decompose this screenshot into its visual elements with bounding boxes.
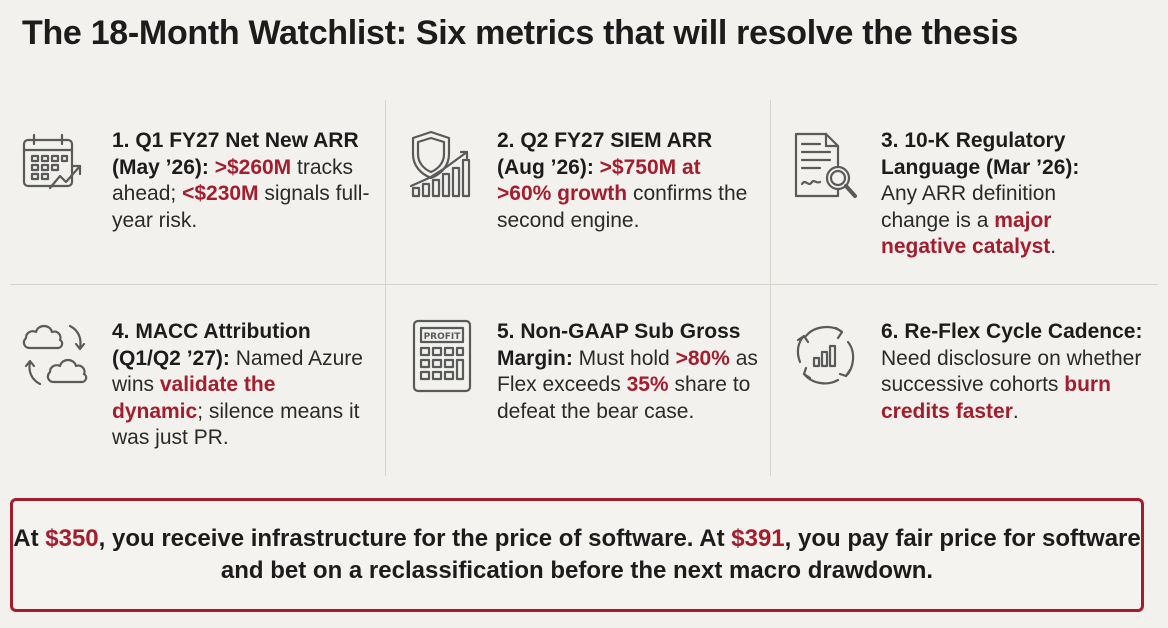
callout-body: At <box>13 525 39 552</box>
callout-body: , you receive infrastructure for the pri… <box>98 525 725 552</box>
metric-heading: 6. Re-Flex Cycle Cadence: <box>881 320 1143 343</box>
metric-card-4: 4. MACC Attribution (Q1/Q2 ’27): Named A… <box>0 284 385 478</box>
metrics-grid: 1. Q1 FY27 Net New ARR (May ’26): >$260M… <box>0 100 1168 478</box>
callout-text: At $350, you receive infrastructure for … <box>13 523 1141 587</box>
metric-highlight: burn credits faster <box>881 373 1111 423</box>
metric-highlight: >$750M at >60% growth <box>497 155 701 206</box>
metric-card-5: PROFIT 5. Non-GAAP Sub Gross Margin: Mus… <box>385 284 770 478</box>
metric-body: Must hold <box>578 346 670 370</box>
callout-body: , you pay fair price for software and be… <box>220 525 1141 584</box>
metric-heading: 3. 10-K Regulatory Language (Mar ’26): <box>881 129 1080 179</box>
metric-text-2: 2. Q2 FY27 SIEM ARR (Aug ’26): >$750M at… <box>497 128 759 234</box>
callout-price: $391 <box>731 525 785 552</box>
metric-body: confirms the second engine. <box>497 182 748 232</box>
metric-heading: 4. MACC Attribution (Q1/Q2 ’27): <box>112 320 311 370</box>
metric-text-4: 4. MACC Attribution (Q1/Q2 ’27): Named A… <box>112 319 367 452</box>
metric-body: signals full-year risk. <box>112 182 370 232</box>
metric-highlight: 35% <box>626 373 669 396</box>
metric-body: as Flex exceeds <box>497 346 758 397</box>
metric-highlight: >$260M <box>214 155 292 179</box>
callout-price: $350 <box>45 525 99 552</box>
metric-body: Any ARR definition change is a <box>881 182 1057 232</box>
cloud-sync-icon <box>20 318 92 390</box>
conclusion-callout: At $350, you receive infrastructure for … <box>10 498 1144 612</box>
metric-highlight: >80% <box>675 346 730 370</box>
row-divider <box>10 284 1158 285</box>
metric-text-6: 6. Re-Flex Cycle Cadence: Need disclosur… <box>881 319 1143 425</box>
column-divider <box>385 100 386 476</box>
metric-body: Need disclosure on whether successive co… <box>881 346 1142 397</box>
metric-heading: 5. Non-GAAP Sub Gross Margin: <box>497 320 741 370</box>
metric-body: . <box>1012 399 1019 423</box>
metric-card-2: 2. Q2 FY27 SIEM ARR (Aug ’26): >$750M at… <box>385 100 770 284</box>
metric-card-1: 1. Q1 FY27 Net New ARR (May ’26): >$260M… <box>0 100 385 284</box>
metric-body: ; silence means it was just PR. <box>112 399 360 450</box>
metric-card-3: 3. 10-K Regulatory Language (Mar ’26): A… <box>770 100 1168 284</box>
shield-bar-chart-icon <box>407 128 473 200</box>
metric-text-3: 3. 10-K Regulatory Language (Mar ’26): A… <box>881 128 1111 261</box>
metric-heading: 1. Q1 FY27 Net New ARR (May ’26): <box>112 129 359 179</box>
page-title: The 18-Month Watchlist: Six metrics that… <box>22 14 1018 52</box>
profit-calculator-icon: PROFIT <box>411 318 475 394</box>
metric-body: share to defeat the bear case. <box>497 373 751 423</box>
metric-text-5: 5. Non-GAAP Sub Gross Margin: Must hold … <box>497 319 759 425</box>
metric-text-1: 1. Q1 FY27 Net New ARR (May ’26): >$260M… <box>112 128 374 234</box>
column-divider <box>770 100 771 476</box>
metric-body: tracks ahead; <box>112 155 354 206</box>
metric-highlight: major negative catalyst <box>881 208 1052 259</box>
metric-heading: 2. Q2 FY27 SIEM ARR (Aug ’26): <box>497 129 713 179</box>
metric-highlight: <$230M <box>182 182 259 205</box>
document-magnifier-icon <box>792 130 860 202</box>
metric-body: Named Azure wins <box>112 346 363 397</box>
cycle-chart-icon <box>792 320 860 388</box>
calculator-label: PROFIT <box>424 332 462 342</box>
metric-highlight: validate the dynamic <box>112 373 276 423</box>
calendar-growth-icon <box>20 132 84 196</box>
metric-card-6: 6. Re-Flex Cycle Cadence: Need disclosur… <box>770 284 1168 478</box>
metric-body: . <box>1050 235 1057 258</box>
